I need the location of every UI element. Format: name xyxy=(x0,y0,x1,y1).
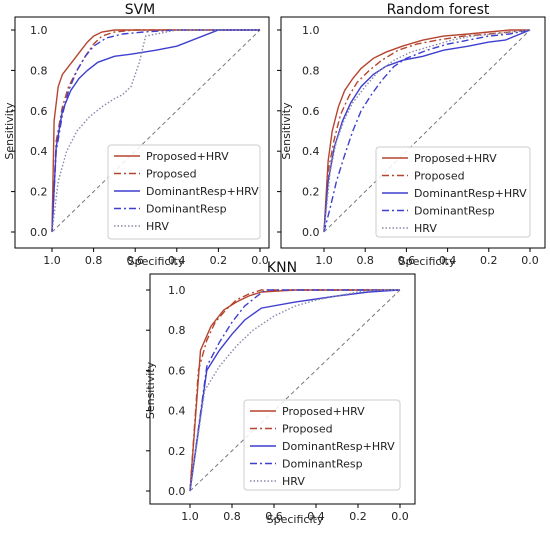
y-tick-label: 0.8 xyxy=(30,64,48,77)
y-tick-label: 0.0 xyxy=(168,485,186,498)
legend-box xyxy=(243,399,401,491)
y-tick-label: 0.4 xyxy=(30,145,48,158)
chart-knn: KNN 1.0 0.8 0.6 0.4 0.2 0.0 0.0 0.2 0.4 0.6 0.8 1.0 S… xyxy=(144,260,416,526)
series-line-proposed xyxy=(51,29,260,233)
x-axis-label: Specificity xyxy=(128,255,185,268)
x-tick-label: 0.6 xyxy=(265,510,283,523)
y-tick-label: 0.6 xyxy=(30,105,48,118)
legend-label-proposed-hrv: Proposed+HRV xyxy=(282,405,365,418)
y-tick-label: 0.2 xyxy=(168,445,186,458)
legend: Proposed+HRV Proposed DominantResp+HRV Domi… xyxy=(107,144,261,240)
legend-label-dominantresp: DominantResp xyxy=(282,458,363,471)
x-tick-label: 0.0 xyxy=(521,254,539,267)
x-tick-label: 0.8 xyxy=(356,254,374,267)
y-tick-label: 0.8 xyxy=(168,324,186,337)
legend: Proposed+HRV Proposed DominantResp+HRV Domi… xyxy=(243,399,401,491)
chance-diagonal xyxy=(323,29,531,233)
x-tick-label: 0.4 xyxy=(307,510,325,523)
x-tick-label: 0.6 xyxy=(398,254,416,267)
series-line-dominantresp xyxy=(189,289,400,492)
legend-label-dominantresp-hrv: DominantResp+HRV xyxy=(414,187,527,200)
x-tick-label: 0.8 xyxy=(85,254,103,267)
y-axis-label: Sensitivity xyxy=(144,361,157,419)
y-tick-label: 1.0 xyxy=(168,284,186,297)
x-tick-label: 0.2 xyxy=(480,254,498,267)
y-tick-label: 1.0 xyxy=(302,24,320,37)
legend-label-proposed-hrv: Proposed+HRV xyxy=(414,152,497,165)
chart-title: Random forest xyxy=(387,2,490,18)
x-tick-label: 0.4 xyxy=(168,254,186,267)
y-tick-label: 0.6 xyxy=(302,105,320,118)
y-tick-label: 0.4 xyxy=(168,405,186,418)
y-tick-label: 0.2 xyxy=(302,186,320,199)
x-tick-label: 0.6 xyxy=(126,254,144,267)
x-tick-label: 1.0 xyxy=(43,254,61,267)
plot-frame xyxy=(14,16,270,249)
legend-label-dominantresp: DominantResp xyxy=(414,205,495,218)
x-tick-label: 1.0 xyxy=(315,254,333,267)
legend-label-hrv: HRV xyxy=(146,220,169,233)
series-line-hrv xyxy=(323,29,531,233)
y-tick-label: 0.8 xyxy=(302,64,320,77)
x-tick-label: 0.0 xyxy=(391,510,409,523)
legend: Proposed+HRV Proposed DominantResp+HRV Domi… xyxy=(375,146,531,238)
chance-diagonal xyxy=(51,29,261,233)
series-line-proposed-hrv xyxy=(51,29,260,233)
legend-label-dominantresp-hrv: DominantResp+HRV xyxy=(146,185,259,198)
y-tick-label: 1.0 xyxy=(30,24,48,37)
x-axis-label: Specificity xyxy=(267,513,324,526)
plot-frame xyxy=(149,273,416,505)
y-tick-label: 0.0 xyxy=(302,226,320,239)
y-tick-label: 0.6 xyxy=(168,364,186,377)
chart-random-forest: Random forest 1.0 0.8 0.6 0.4 0.2 0.0 0.0 0.2 0.4… xyxy=(277,2,546,268)
legend-label-hrv: HRV xyxy=(282,475,305,488)
y-axis-label: Sensitivity xyxy=(280,102,293,160)
y-tick-label: 0.0 xyxy=(30,226,48,239)
plot-frame xyxy=(280,16,546,249)
x-tick-label: 0.2 xyxy=(349,510,367,523)
y-tick-label: 0.2 xyxy=(30,186,48,199)
series-line-proposed xyxy=(189,289,400,492)
x-tick-label: 0.8 xyxy=(223,510,241,523)
legend-label-proposed: Proposed xyxy=(146,168,197,181)
x-tick-label: 1.0 xyxy=(181,510,199,523)
legend-label-proposed: Proposed xyxy=(282,423,333,436)
series-line-dominantresp xyxy=(323,29,531,233)
legend-label-proposed: Proposed xyxy=(414,170,465,183)
legend-label-dominantresp-hrv: DominantResp+HRV xyxy=(282,440,395,453)
x-tick-label: 0.4 xyxy=(439,254,457,267)
legend-label-hrv: HRV xyxy=(414,222,437,235)
x-tick-label: 0.2 xyxy=(210,254,228,267)
y-axis-label: Sensitivity xyxy=(3,102,16,160)
chart-title: KNN xyxy=(267,260,297,276)
legend-label-dominantresp: DominantResp xyxy=(146,203,227,216)
series-line-dominantresp-hrv xyxy=(189,289,401,492)
chart-title: SVM xyxy=(125,2,156,18)
x-axis-label: Specificity xyxy=(399,255,456,268)
legend-box xyxy=(375,146,531,238)
chart-svm: SVM 1.0 0.8 0.6 0.4 0.2 0.0 0.0 0.2 0.4 0.6 0.8 1.0 S… xyxy=(3,2,270,268)
y-tick-label: 0.4 xyxy=(302,145,320,158)
legend-label-proposed-hrv: Proposed+HRV xyxy=(146,150,229,163)
series-line-dominantresp-hrv xyxy=(51,29,260,233)
x-tick-label: 0.0 xyxy=(251,254,269,267)
series-line-proposed-hrv xyxy=(323,29,530,233)
legend-box xyxy=(107,144,261,240)
